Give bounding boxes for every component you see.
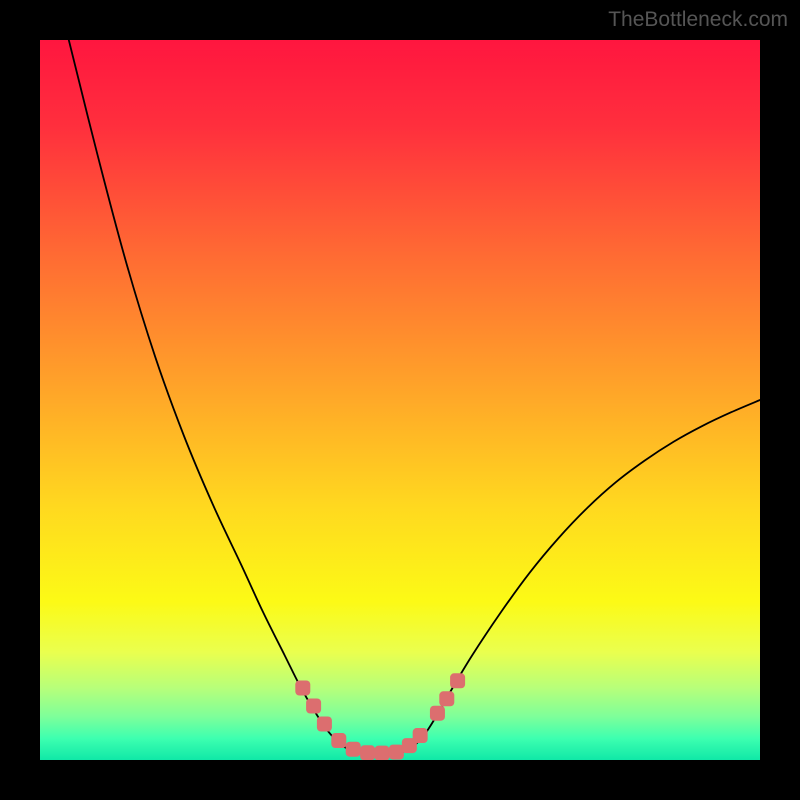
marker-6 [375,746,390,760]
watermark-text: TheBottleneck.com [608,8,788,32]
marker-3 [331,733,346,748]
plot-area [40,40,760,760]
marker-10 [430,706,445,721]
marker-12 [450,673,465,688]
marker-0 [295,681,310,696]
marker-7 [389,745,404,760]
marker-5 [360,745,375,760]
marker-9 [413,728,428,743]
marker-2 [317,717,332,732]
chart-container: TheBottleneck.com [0,0,800,800]
plot-svg [40,40,760,760]
marker-4 [346,742,361,757]
marker-11 [439,691,454,706]
marker-1 [306,699,321,714]
gradient-background [40,40,760,760]
